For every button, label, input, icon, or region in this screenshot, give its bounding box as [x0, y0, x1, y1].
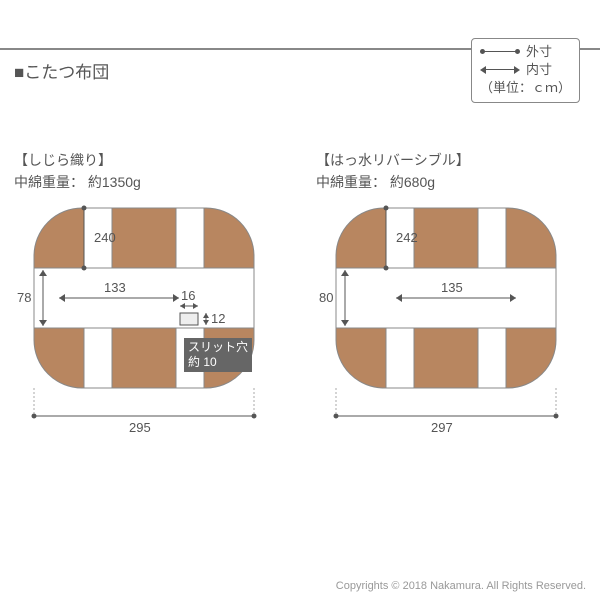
legend-row-outer: 外寸: [480, 43, 571, 61]
dim-outer-h-left: 240: [94, 230, 116, 245]
shape-right: 242 135 80 297: [316, 198, 576, 438]
dim-inner-h-left: 78: [17, 290, 31, 305]
weight-left: 中綿重量： 約1350g: [14, 172, 274, 192]
dim-inner-w-right: 135: [441, 280, 463, 295]
diagram-shijira: 【しじら織り】 中綿重量： 約1350g: [14, 150, 274, 438]
weight-right: 中綿重量： 約680g: [316, 172, 576, 192]
futon-svg-right: [316, 198, 576, 458]
shape-left: 240 133 78 16 12 スリット穴 約 10 295: [14, 198, 274, 438]
dim-outer-w-right: 297: [431, 420, 453, 435]
dim-inner-w-left: 133: [104, 280, 126, 295]
legend-outer-label: 外寸: [526, 43, 552, 61]
subtitle-right: 【はっ水リバーシブル】: [316, 150, 576, 170]
copyright: Copyrights © 2018 Nakamura. All Rights R…: [336, 580, 586, 592]
arrow-outer-icon: [480, 47, 520, 57]
subtitle-left: 【しじら織り】: [14, 150, 274, 170]
legend-row-inner: 内寸: [480, 61, 571, 79]
dim-outer-h-right: 242: [396, 230, 418, 245]
dim-outer-w-left: 295: [129, 420, 151, 435]
arrow-inner-icon: [480, 65, 520, 75]
slit-label: スリット穴 約 10: [184, 338, 252, 372]
dim-inner-h-right: 80: [319, 290, 333, 305]
dim-slit-w: 16: [181, 288, 195, 303]
legend-box: 外寸 内寸 （単位：ｃｍ）: [471, 38, 580, 103]
diagram-hassui: 【はっ水リバーシブル】 中綿重量： 約680g 242: [316, 150, 576, 438]
futon-svg-left: [14, 198, 274, 458]
legend-unit: （単位：ｃｍ）: [480, 79, 571, 97]
dim-slit-h: 12: [211, 311, 225, 326]
legend-inner-label: 内寸: [526, 61, 552, 79]
page-title: ■こたつ布団: [14, 58, 109, 83]
